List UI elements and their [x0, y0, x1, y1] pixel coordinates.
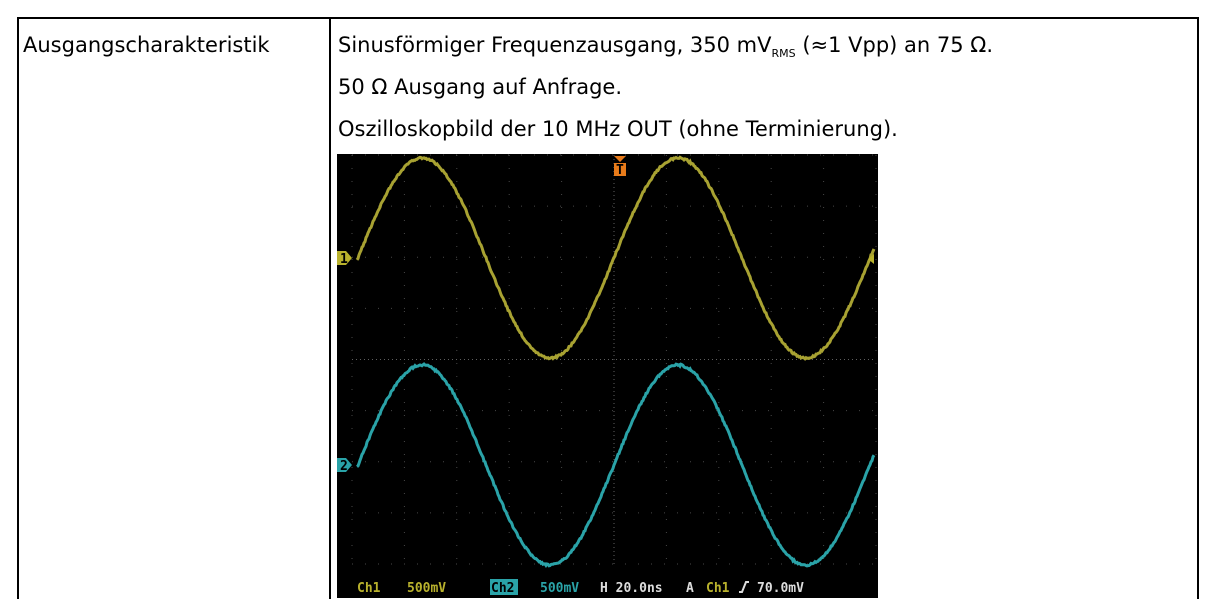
horizontal-scale: H 20.0ns [600, 581, 663, 596]
text: Sinusförmiger Frequenzausgang, 350 mV [338, 33, 772, 57]
ch2-label: Ch2 [491, 581, 514, 596]
ch1-label: Ch1 [357, 581, 381, 596]
subscript: RMS [772, 47, 796, 60]
table-border-left [17, 17, 19, 599]
table-border-right [1197, 17, 1199, 599]
page: Ausgangscharakteristik Sinusförmiger Fre… [0, 0, 1218, 599]
trigger-source: Ch1 [706, 581, 730, 596]
row-label: Ausgangscharakteristik [23, 33, 270, 57]
ch2-marker: 2 [340, 459, 348, 474]
text-line: 50 Ω Ausgang auf Anfrage. [338, 75, 622, 99]
screen [337, 154, 878, 598]
ch1-marker: 1 [340, 252, 348, 267]
trigger-marker: T [616, 163, 624, 178]
text-line: Oszilloskopbild der 10 MHz OUT (ohne Ter… [338, 117, 898, 141]
trigger-level: 70.0mV [757, 581, 804, 596]
text-line: Sinusförmiger Frequenzausgang, 350 mVRMS… [338, 33, 993, 60]
oscilloscope-image: 1 2 T Ch1 500mV Ch2 500mV H 20.0ns A Ch1… [337, 154, 878, 598]
text: (≈1 Vpp) an 75 Ω. [796, 33, 993, 57]
table-border-mid [329, 17, 331, 599]
table-border-top [17, 17, 1199, 19]
ch2-scale: 500mV [540, 581, 579, 596]
ch1-scale: 500mV [407, 581, 446, 596]
acquisition: A [686, 581, 694, 596]
